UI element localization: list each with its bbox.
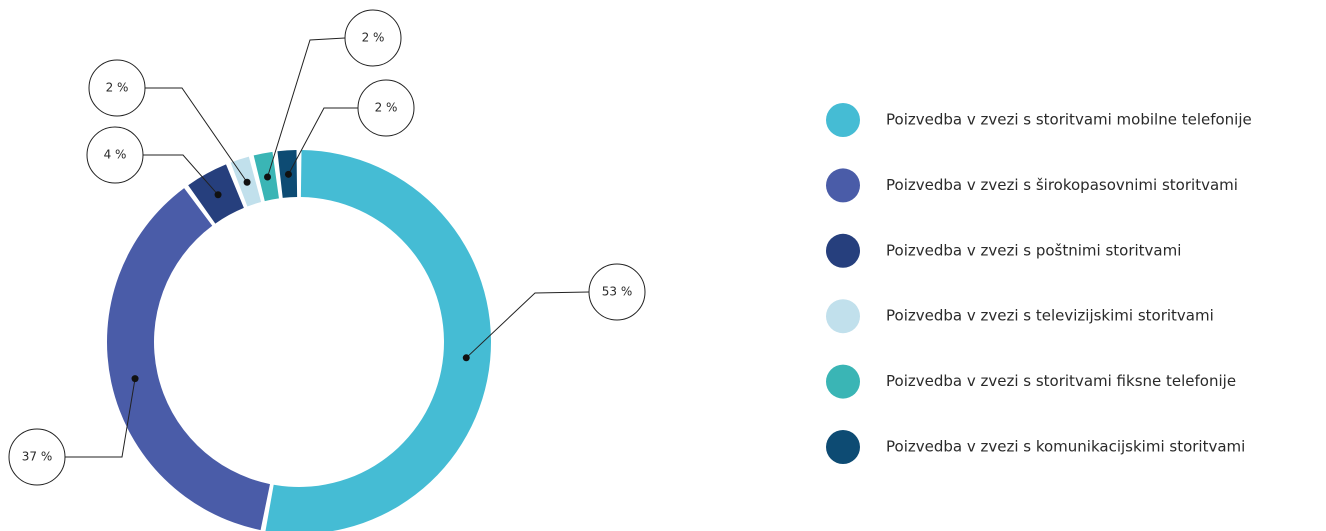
value-label: 2 % [362,31,385,45]
leader-line [465,291,590,359]
leader-dot [131,375,139,383]
legend-label: Poizvedba v zvezi s poštnimi storitvami [886,241,1181,259]
label-bubble [357,79,415,137]
legend-label: Poizvedba v zvezi s komunikacijskimi sto… [886,438,1245,456]
leader-dot [284,170,292,178]
value-label: 2 % [375,101,398,115]
value-label: 2 % [106,81,129,95]
donut-segment [265,150,491,531]
leader-line [267,37,346,178]
legend-swatch [826,299,860,334]
leader-line [145,87,248,183]
legend-label: Poizvedba v zvezi s televizijskimi stori… [886,307,1214,325]
label-bubble [8,428,66,486]
legend-label: Poizvedba v zvezi s storitvami mobilne t… [886,111,1252,129]
legend-swatch [826,103,860,137]
leader-line [65,378,136,458]
legend-swatch [826,364,860,399]
legend-swatch [826,168,860,203]
legend-label: Poizvedba v zvezi s širokopasovnimi stor… [886,176,1238,194]
leader-dot [264,173,272,181]
legend-swatch [826,233,860,268]
leader-dot [462,354,470,362]
leader-dot [243,178,251,186]
leader-line [143,154,219,196]
label-bubble [88,59,146,117]
leader-dot [214,191,222,199]
value-label: 53 % [602,285,633,299]
value-label: 4 % [104,148,127,162]
value-label: 37 % [22,450,53,464]
label-bubble [86,126,144,184]
label-bubble [588,263,646,321]
label-bubble [344,9,402,67]
legend-swatch [826,430,860,464]
legend-label: Poizvedba v zvezi s storitvami fiksne te… [886,372,1236,390]
leader-line [288,107,358,175]
donut-segment [106,188,270,531]
